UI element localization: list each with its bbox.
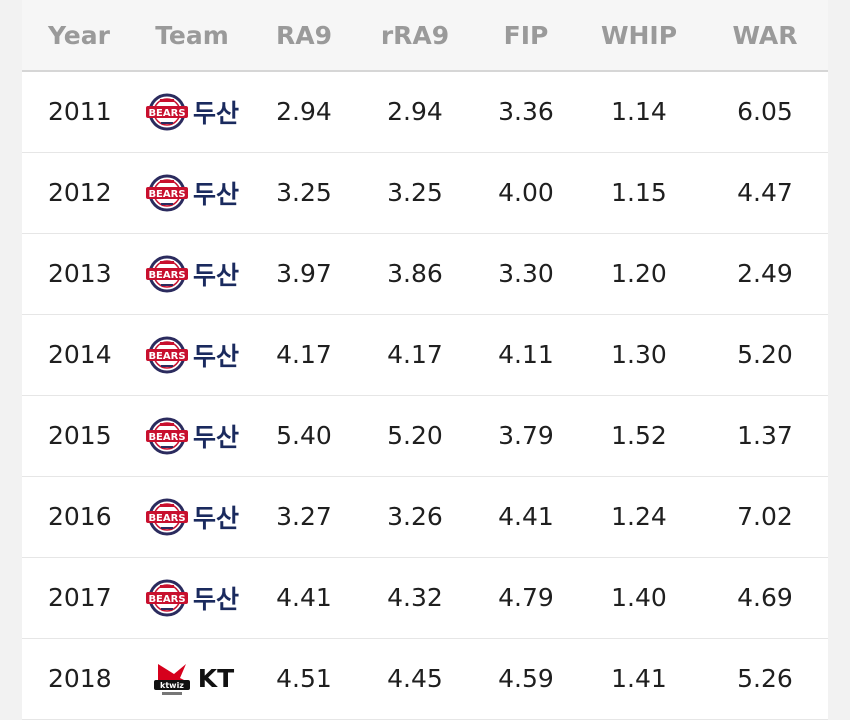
- rra9-cell: 4.32: [354, 557, 476, 639]
- table-body: 2011 BEARS 두산 2.94 2.94 3.36 1.14 6.05 2012 BE…: [22, 71, 828, 720]
- year-cell: 2017: [22, 557, 130, 639]
- pitching-stats-table: Year Team RA9 rRA9 FIP WHIP WAR 2011 BEA…: [22, 0, 828, 720]
- year-cell: 2016: [22, 476, 130, 558]
- rra9-cell: 5.20: [354, 395, 476, 477]
- year-cell: 2015: [22, 395, 130, 477]
- fip-cell: 4.59: [476, 638, 576, 720]
- whip-cell: 1.14: [576, 71, 702, 153]
- doosan-bears-logo-icon: BEARS: [145, 174, 189, 212]
- doosan-bears-logo-icon: BEARS: [145, 255, 189, 293]
- ra9-cell: 5.40: [254, 395, 354, 477]
- ra9-cell: 4.51: [254, 638, 354, 720]
- whip-cell: 1.24: [576, 476, 702, 558]
- team-name: 두산: [192, 503, 239, 533]
- team-name: 두산: [192, 179, 239, 209]
- header-fip[interactable]: FIP: [476, 0, 576, 72]
- svg-text:BEARS: BEARS: [148, 351, 185, 362]
- table-header-row: Year Team RA9 rRA9 FIP WHIP WAR: [22, 0, 828, 72]
- header-rra9[interactable]: rRA9: [354, 0, 476, 72]
- ra9-cell: 4.41: [254, 557, 354, 639]
- header-war[interactable]: WAR: [702, 0, 828, 72]
- ra9-cell: 2.94: [254, 71, 354, 153]
- doosan-bears-logo-icon: BEARS: [145, 498, 189, 536]
- whip-cell: 1.52: [576, 395, 702, 477]
- table-row[interactable]: 2015 BEARS 두산 5.40 5.20 3.79 1.52 1.37: [22, 395, 828, 477]
- ra9-cell: 4.17: [254, 314, 354, 396]
- svg-text:BEARS: BEARS: [148, 108, 185, 119]
- year-cell: 2013: [22, 233, 130, 315]
- table-row[interactable]: 2016 BEARS 두산 3.27 3.26 4.41 1.24 7.02: [22, 476, 828, 558]
- fip-cell: 3.79: [476, 395, 576, 477]
- svg-text:BEARS: BEARS: [148, 432, 185, 443]
- team-name: 두산: [192, 260, 239, 290]
- team-cell[interactable]: BEARS 두산: [130, 152, 254, 234]
- year-cell: 2014: [22, 314, 130, 396]
- fip-cell: 4.79: [476, 557, 576, 639]
- table-row[interactable]: 2012 BEARS 두산 3.25 3.25 4.00 1.15 4.47: [22, 152, 828, 234]
- team-name: 두산: [192, 98, 239, 128]
- ra9-cell: 3.25: [254, 152, 354, 234]
- svg-text:BEARS: BEARS: [148, 513, 185, 524]
- team-cell[interactable]: BEARS 두산: [130, 476, 254, 558]
- header-year[interactable]: Year: [22, 0, 130, 72]
- team-cell[interactable]: BEARS 두산: [130, 71, 254, 153]
- ra9-cell: 3.97: [254, 233, 354, 315]
- whip-cell: 1.30: [576, 314, 702, 396]
- svg-text:ktwiz: ktwiz: [160, 681, 184, 690]
- doosan-bears-logo-icon: BEARS: [145, 336, 189, 374]
- year-cell: 2012: [22, 152, 130, 234]
- whip-cell: 1.40: [576, 557, 702, 639]
- team-name: 두산: [192, 584, 239, 614]
- war-cell: 4.47: [702, 152, 828, 234]
- war-cell: 7.02: [702, 476, 828, 558]
- war-cell: 1.37: [702, 395, 828, 477]
- table-row[interactable]: 2014 BEARS 두산 4.17 4.17 4.11 1.30 5.20: [22, 314, 828, 396]
- table-row[interactable]: 2018 ktwiz KT 4.51 4.45 4.59 1.41 5.26: [22, 638, 828, 720]
- rra9-cell: 4.17: [354, 314, 476, 396]
- rra9-cell: 2.94: [354, 71, 476, 153]
- war-cell: 6.05: [702, 71, 828, 153]
- whip-cell: 1.41: [576, 638, 702, 720]
- svg-text:BEARS: BEARS: [148, 270, 185, 281]
- rra9-cell: 4.45: [354, 638, 476, 720]
- table-row[interactable]: 2011 BEARS 두산 2.94 2.94 3.36 1.14 6.05: [22, 71, 828, 153]
- header-ra9[interactable]: RA9: [254, 0, 354, 72]
- rra9-cell: 3.86: [354, 233, 476, 315]
- header-whip[interactable]: WHIP: [576, 0, 702, 72]
- year-cell: 2011: [22, 71, 130, 153]
- team-cell[interactable]: BEARS 두산: [130, 557, 254, 639]
- fip-cell: 3.36: [476, 71, 576, 153]
- rra9-cell: 3.26: [354, 476, 476, 558]
- svg-text:BEARS: BEARS: [148, 594, 185, 605]
- team-name: 두산: [192, 341, 239, 371]
- rra9-cell: 3.25: [354, 152, 476, 234]
- team-name: 두산: [192, 422, 239, 452]
- fip-cell: 4.41: [476, 476, 576, 558]
- svg-text:BEARS: BEARS: [148, 189, 185, 200]
- team-cell[interactable]: BEARS 두산: [130, 395, 254, 477]
- doosan-bears-logo-icon: BEARS: [145, 417, 189, 455]
- table-row[interactable]: 2017 BEARS 두산 4.41 4.32 4.79 1.40 4.69: [22, 557, 828, 639]
- team-cell[interactable]: BEARS 두산: [130, 314, 254, 396]
- fip-cell: 4.00: [476, 152, 576, 234]
- team-cell[interactable]: ktwiz KT: [130, 638, 254, 720]
- fip-cell: 4.11: [476, 314, 576, 396]
- whip-cell: 1.15: [576, 152, 702, 234]
- team-name: KT: [197, 664, 235, 693]
- team-cell[interactable]: BEARS 두산: [130, 233, 254, 315]
- year-cell: 2018: [22, 638, 130, 720]
- kt-wiz-logo-icon: ktwiz: [150, 660, 194, 698]
- doosan-bears-logo-icon: BEARS: [145, 579, 189, 617]
- header-team[interactable]: Team: [130, 0, 254, 72]
- table-row[interactable]: 2013 BEARS 두산 3.97 3.86 3.30 1.20 2.49: [22, 233, 828, 315]
- whip-cell: 1.20: [576, 233, 702, 315]
- war-cell: 4.69: [702, 557, 828, 639]
- war-cell: 5.26: [702, 638, 828, 720]
- stats-table-container: Year Team RA9 rRA9 FIP WHIP WAR 2011 BEA…: [22, 0, 828, 720]
- war-cell: 5.20: [702, 314, 828, 396]
- war-cell: 2.49: [702, 233, 828, 315]
- doosan-bears-logo-icon: BEARS: [145, 93, 189, 131]
- fip-cell: 3.30: [476, 233, 576, 315]
- ra9-cell: 3.27: [254, 476, 354, 558]
